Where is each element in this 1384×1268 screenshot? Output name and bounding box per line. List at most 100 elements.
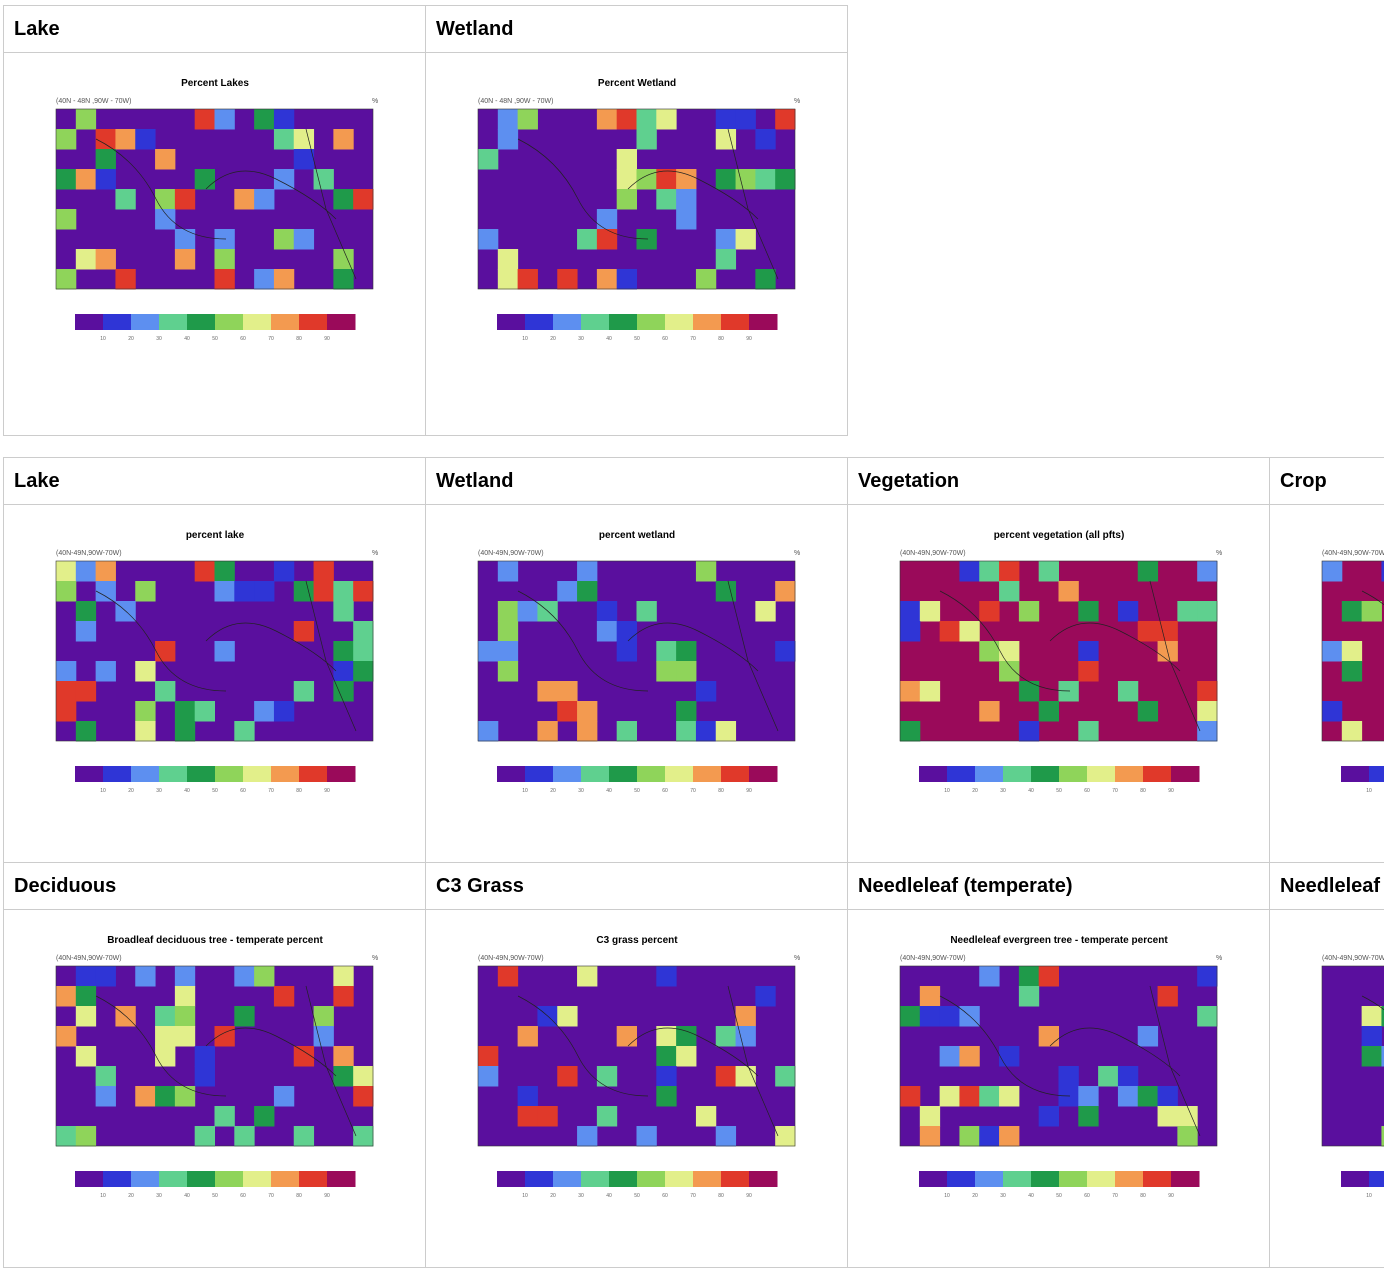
- plot-image: C3 grass percent (40N-49N,90W-70W) % 10 20 30…: [477, 935, 800, 1199]
- colorbar-tick-label: 20: [128, 336, 134, 342]
- map-cell: [56, 561, 77, 582]
- colorbar-swatch: [693, 1171, 722, 1187]
- colorbar-tick-label: 70: [1112, 788, 1118, 794]
- colorbar-swatch: [1003, 1171, 1032, 1187]
- plot-image: Broadleaf deciduous tree - temperate per…: [55, 935, 378, 1199]
- colorbar-tick-label: 80: [718, 1193, 724, 1199]
- plot-unit: %: [794, 550, 800, 557]
- plot-region: (40N-49N,90W-70W): [478, 955, 544, 962]
- plot-region: (40N-49N,90W-70W): [900, 550, 966, 557]
- map-cell: [194, 109, 215, 130]
- map-cell: [1117, 681, 1139, 702]
- map-cell: [273, 1086, 295, 1107]
- map-cell: [656, 1046, 677, 1067]
- colorbar-tick-label: 60: [662, 336, 668, 342]
- map-cell: [174, 249, 196, 270]
- map-cell: [75, 1006, 97, 1027]
- map-cell: [353, 641, 374, 662]
- map-cell: [214, 109, 235, 130]
- colorbar-swatch: [1087, 1171, 1116, 1187]
- map-cell: [715, 721, 737, 742]
- colorbar-tick-label: 10: [100, 336, 106, 342]
- map-frame: [899, 560, 1218, 742]
- map-cell: [999, 561, 1020, 582]
- map-cell: [115, 129, 136, 150]
- colorbar-swatch: [1003, 766, 1032, 782]
- map-cell: [775, 1066, 796, 1087]
- map-coastline: [95, 985, 357, 1137]
- map-cell: [333, 986, 354, 1007]
- map-cell: [478, 149, 499, 170]
- map-cell: [75, 681, 97, 702]
- colorbar-tick-label: 20: [128, 788, 134, 794]
- plot-unit: %: [372, 955, 378, 962]
- map-cell: [656, 1086, 677, 1107]
- map-cell: [155, 681, 176, 702]
- colorbar-swatch: [1059, 1171, 1088, 1187]
- map-cell: [254, 269, 275, 290]
- colorbar-tick-label: 30: [156, 788, 162, 794]
- map-cell: [656, 169, 677, 190]
- map-cell: [755, 169, 776, 190]
- map-cell: [1197, 681, 1218, 702]
- map-cell: [656, 109, 677, 130]
- plot-image: Needleleaf evergreen tree - temperate pe…: [899, 935, 1222, 1199]
- map-cell: [959, 1126, 980, 1147]
- map-cell: [1018, 681, 1040, 702]
- map-cell: [775, 169, 796, 190]
- map-cell: [695, 561, 717, 582]
- map-cell: [293, 229, 315, 250]
- colorbar-swatch: [665, 766, 694, 782]
- map-cell: [194, 1066, 215, 1087]
- colorbar-swatch: [1369, 1171, 1384, 1187]
- map-cell: [1197, 721, 1218, 742]
- map-cell: [557, 681, 578, 702]
- map-cell: [636, 169, 657, 190]
- plot-title: Needleleaf evergreen tree - temperate pe…: [950, 935, 1168, 946]
- map-cell: [135, 966, 156, 987]
- map-cell: [1157, 1106, 1178, 1127]
- map-cell: [214, 561, 235, 582]
- map-cell: [234, 1006, 255, 1027]
- map-cell: [478, 641, 499, 662]
- colorbar-swatch: [159, 314, 188, 330]
- map-cell: [333, 681, 354, 702]
- colorbar-tick-label: 70: [690, 1193, 696, 1199]
- map-cell: [979, 641, 1000, 662]
- map-cell: [135, 701, 156, 722]
- map-frame: [477, 108, 796, 290]
- map-cell: [254, 189, 275, 210]
- colorbar-swatch: [525, 1171, 554, 1187]
- header-row: Lake Wetland Vegetation Crop: [3, 457, 1384, 505]
- colorbar-tick-label: 60: [662, 1193, 668, 1199]
- map-cell: [715, 581, 737, 602]
- colorbar-tick-label: 80: [296, 336, 302, 342]
- colorbar-tick-label: 50: [212, 336, 218, 342]
- column-header: Lake: [3, 5, 426, 53]
- colorbar-swatch: [103, 766, 132, 782]
- image-cell: percent wetland (40N-49N,90W-70W)% 10 20 30 4…: [425, 504, 848, 863]
- map-cell: [273, 229, 295, 250]
- map-cell: [517, 1026, 538, 1047]
- map-cell: [616, 641, 637, 662]
- map-cell: [919, 1006, 941, 1027]
- colorbar-swatch: [581, 314, 610, 330]
- map-cell: [695, 721, 717, 742]
- map-cell: [174, 701, 196, 722]
- map-cell: [999, 1046, 1020, 1067]
- map-cell: [537, 681, 558, 702]
- map-cell: [676, 209, 697, 230]
- map-cell: [959, 1046, 980, 1067]
- map-frame: [477, 965, 796, 1147]
- plot-unit: %: [1216, 550, 1222, 557]
- map-cell: [577, 229, 598, 250]
- colorbar-swatch: [131, 314, 160, 330]
- colorbar-swatch: [131, 766, 160, 782]
- colorbar-tick-label: 70: [1112, 1193, 1118, 1199]
- plot-unit: %: [372, 98, 378, 105]
- map-cell: [1157, 986, 1178, 1007]
- plot-title: percent vegetation (all pfts): [994, 530, 1125, 541]
- map-cell: [1018, 966, 1040, 987]
- map-cell: [596, 1106, 618, 1127]
- map-cell: [155, 1006, 176, 1027]
